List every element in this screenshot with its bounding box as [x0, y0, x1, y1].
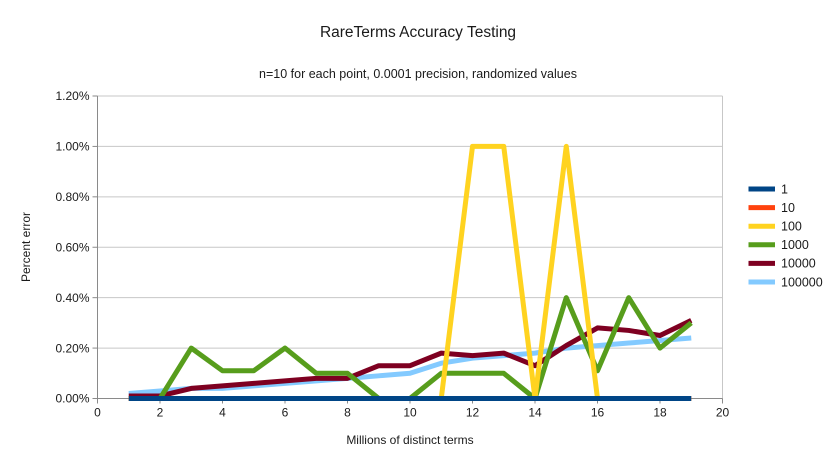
chart-subtitle: n=10 for each point, 0.0001 precision, r…: [259, 67, 577, 81]
y-tick-label: 0.20%: [55, 341, 89, 355]
series-line-10000: [128, 318, 693, 399]
y-tick-label: 1.20%: [55, 89, 89, 103]
y-axis-ticks: 0.00% 0.20% 0.40% 0.60% 0.80% 1.00% 1.20%: [55, 89, 98, 406]
series-line-100: [128, 143, 692, 401]
legend-label-100000: 100000: [781, 275, 823, 289]
x-tick-label: 20: [716, 406, 730, 420]
legend-label-100: 100: [781, 220, 802, 234]
series-line-100000: [128, 335, 692, 396]
y-tick-label: 0.40%: [55, 291, 89, 305]
x-tick-label: 10: [403, 406, 417, 420]
x-tick-label: 16: [591, 406, 605, 420]
x-tick-label: 18: [653, 406, 667, 420]
x-tick-label: 2: [157, 406, 164, 420]
y-tick-label: 0.60%: [55, 240, 89, 254]
legend-label-1000: 1000: [781, 238, 809, 252]
legend-label-10: 10: [781, 201, 795, 215]
x-tick-label: 0: [94, 406, 101, 420]
x-tick-label: 6: [282, 406, 289, 420]
gridlines: [97, 95, 723, 399]
legend-label-1: 1: [781, 182, 788, 196]
x-tick-label: 4: [219, 406, 226, 420]
legend-label-10000: 10000: [781, 257, 816, 271]
y-tick-label: 0.80%: [55, 190, 89, 204]
y-axis-title: Percent error: [19, 212, 33, 282]
x-tick-label: 12: [466, 406, 480, 420]
legend: 1 10 100 1000 10000 100000: [748, 182, 823, 289]
y-tick-label: 1.00%: [55, 140, 89, 154]
y-tick-label: 0.00%: [55, 392, 89, 406]
x-tick-label: 14: [528, 406, 542, 420]
x-axis-title: Millions of distinct terms: [346, 433, 473, 447]
x-axis-ticks: 0 2 4 6 8 10 12 14 16 18 20: [94, 398, 730, 420]
x-tick-label: 8: [344, 406, 351, 420]
data-series: [128, 143, 693, 401]
chart-title: RareTerms Accuracy Testing: [320, 24, 516, 41]
